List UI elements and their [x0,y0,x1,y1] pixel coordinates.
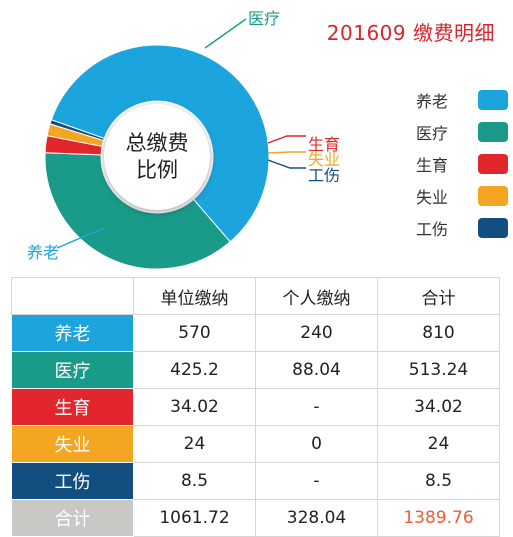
pie-chart-area: 201609 缴费明细 总缴费 比例 医疗 养老 生育 失业 工伤 养老 医疗 … [27,9,508,270]
table-row: 失业 24 0 24 [11,425,500,463]
legend-item-shiye: 失业 [416,184,508,208]
pie-label-yiliao: 医疗 [248,9,281,28]
unit-total: 1061.72 [133,499,256,537]
legend-label: 养老 [416,92,449,111]
table-row: 生育 34.02 - 34.02 [11,388,500,426]
legend-swatch-yanglao [478,90,508,110]
row-label-total: 合计 [11,499,134,537]
total-shiye: 24 [377,425,500,463]
pie-slice-养老 [50,44,270,243]
grand-total: 1389.76 [377,499,500,537]
legend-item-gongshang: 工伤 [416,216,508,240]
personal-yanglao: 240 [255,314,378,352]
table-header-personal: 个人缴纳 [255,277,378,315]
row-label-gongshang: 工伤 [11,462,134,500]
row-label-shiye: 失业 [11,425,134,463]
legend-swatch-gongshang [478,218,508,238]
payment-table: 单位缴纳 个人缴纳 合计 养老 570 240 810 医疗 425.2 88.… [11,277,500,537]
row-label-shengyu: 生育 [11,388,134,426]
pie-slice-医疗 [44,152,231,270]
unit-gongshang: 8.5 [133,462,256,500]
total-yanglao: 810 [377,314,500,352]
legend-swatch-shengyu [478,154,508,174]
legend-item-yiliao: 医疗 [416,120,508,144]
personal-shiye: 0 [255,425,378,463]
total-shengyu: 34.02 [377,388,500,426]
table-row: 医疗 425.2 88.04 513.24 [11,351,500,389]
pie-label-shengyu: 生育 [308,135,341,154]
row-label-yanglao: 养老 [11,314,134,352]
leader-line-yanglao [56,227,105,249]
chart-title: 201609 缴费明细 [326,21,495,45]
table-row: 养老 570 240 810 [11,314,500,352]
table-total-row: 合计 1061.72 328.04 1389.76 [11,499,500,537]
table-header-total: 合计 [377,277,500,315]
personal-shengyu: - [255,388,378,426]
chart-legend: 养老 医疗 生育 失业 工伤 [416,88,508,248]
leader-line-yiliao [204,18,247,49]
total-yiliao: 513.24 [377,351,500,389]
table-header-row: 单位缴纳 个人缴纳 合计 [11,277,500,315]
leader-line-shiye [267,151,306,154]
total-gongshang: 8.5 [377,462,500,500]
pie-label-yanglao: 养老 [27,243,60,262]
unit-shengyu: 34.02 [133,388,256,426]
leader-line-gongshang [267,159,306,169]
unit-yanglao: 570 [133,314,256,352]
row-label-yiliao: 医疗 [11,351,134,389]
pie-chart [44,18,306,270]
legend-swatch-yiliao [478,122,508,142]
legend-item-shengyu: 生育 [416,152,508,176]
pie-label-shiye: 失业 [308,150,341,169]
personal-yiliao: 88.04 [255,351,378,389]
legend-item-yanglao: 养老 [416,88,508,112]
legend-label: 失业 [416,188,449,207]
legend-swatch-shiye [478,186,508,206]
table-row: 工伤 8.5 - 8.5 [11,462,500,500]
personal-gongshang: - [255,462,378,500]
legend-label: 医疗 [416,124,449,143]
unit-shiye: 24 [133,425,256,463]
leader-line-shengyu [267,135,306,144]
table-header-unit: 单位缴纳 [133,277,256,315]
unit-yiliao: 425.2 [133,351,256,389]
table-header-empty [11,277,134,315]
legend-label: 工伤 [416,220,449,239]
pie-center-disc: 总缴费 比例 [104,104,210,210]
personal-total: 328.04 [255,499,378,537]
legend-label: 生育 [416,156,449,175]
pie-label-gongshang: 工伤 [308,166,341,185]
pie-center-text: 总缴费 比例 [125,131,189,182]
pie-slice-工伤 [49,119,105,142]
